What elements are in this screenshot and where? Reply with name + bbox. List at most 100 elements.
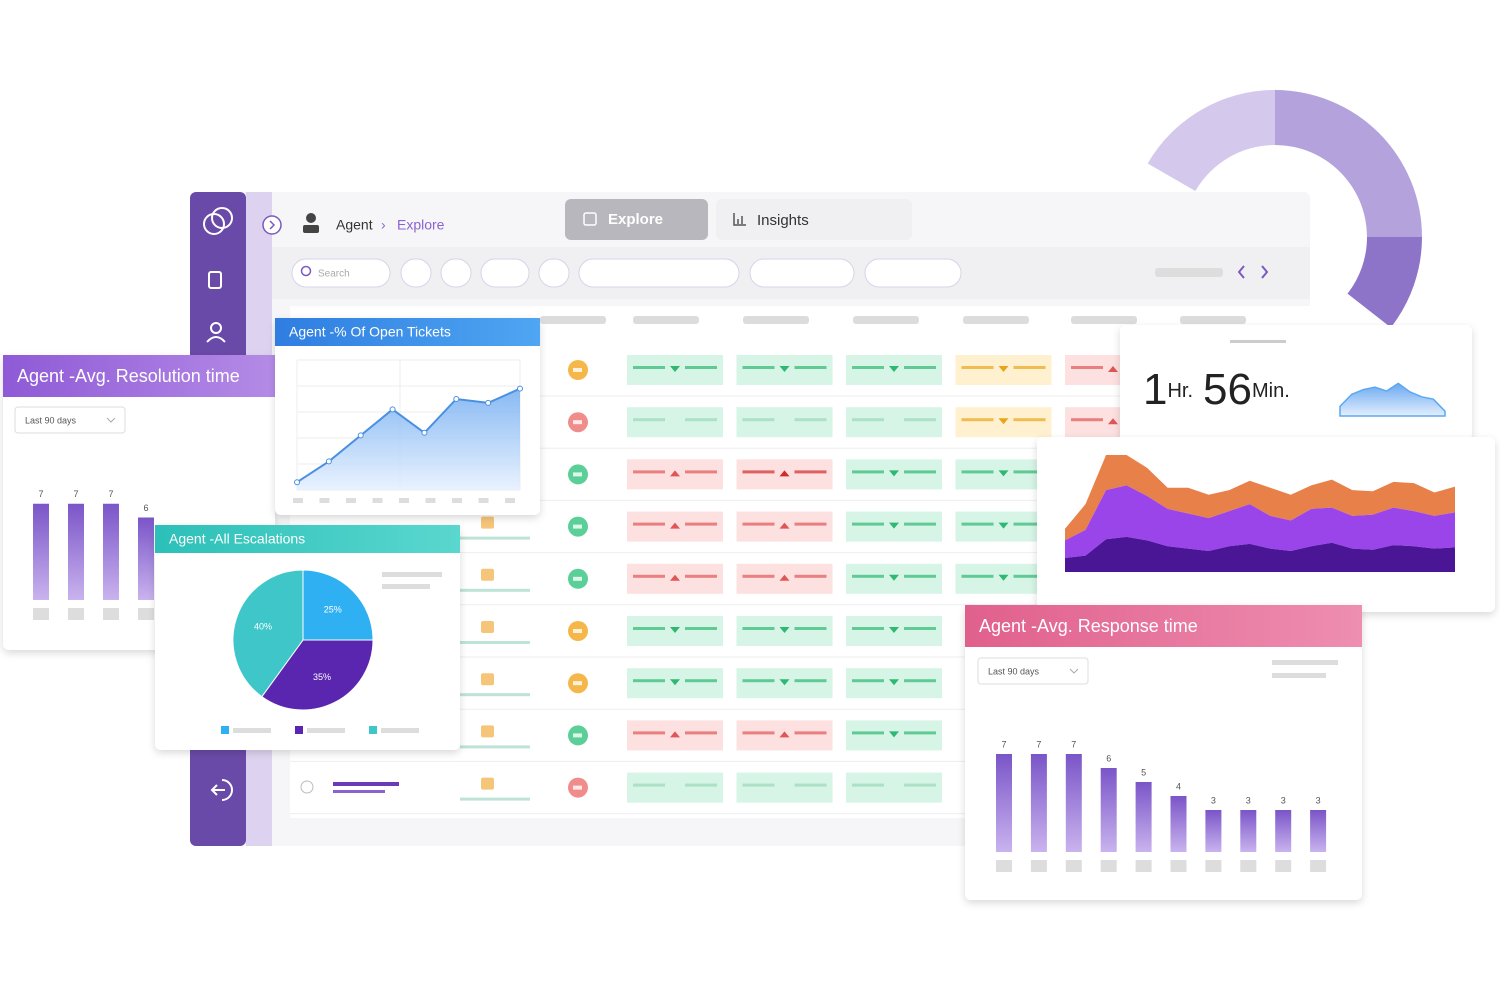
category-placeholder [1100,860,1117,872]
search-placeholder[interactable]: Search [318,269,350,280]
cell-line [633,731,665,735]
cell-line [794,574,827,578]
breadcrumb[interactable]: Explore [397,217,445,233]
expand-button[interactable] [262,215,282,235]
bar [996,754,1012,852]
toolbar-button[interactable] [440,258,472,288]
bar-value-label: 6 [143,503,148,513]
headline-part: Hr. [1167,380,1193,402]
cell-arrow [889,522,899,529]
category-placeholder [478,498,489,503]
toolbar-button[interactable] [749,258,855,288]
card-title: Agent -% Of Open Tickets [289,324,451,340]
tab-icon [583,212,597,226]
category-placeholder [293,498,303,503]
category-placeholder [1275,860,1292,872]
row-checkbox[interactable] [300,780,314,794]
category-placeholder [33,608,49,620]
column-header [853,316,919,324]
sparkline [1339,382,1446,417]
dropdown[interactable] [977,657,1089,685]
category-placeholder [452,498,462,503]
legend-placeholder [233,728,271,733]
category-placeholder [1310,860,1327,872]
pie-value-label: 40% [254,621,272,631]
legend-swatch [295,726,303,734]
cell-arrow [670,470,680,477]
tab[interactable] [716,199,912,240]
tab-label[interactable]: Explore [608,211,663,228]
icon[interactable] [208,271,222,289]
bar-value-label: 6 [1106,753,1111,763]
pager-arrows[interactable] [1237,265,1269,279]
background-donut [1147,89,1422,328]
cell-arrow [779,731,790,738]
toolbar-button[interactable] [480,258,530,288]
point [517,385,523,392]
cell-arrow [670,574,680,581]
bar [1135,782,1152,852]
cell-line [460,797,530,801]
cell [736,772,833,803]
column-header [1180,316,1246,324]
cell-arrow [998,470,1009,477]
pie-slice [261,639,374,711]
bar [33,503,49,600]
point [389,406,396,413]
cell-marker [481,621,494,633]
cell-line [794,522,827,526]
category-placeholder [372,498,383,503]
toolbar-button[interactable] [578,258,740,288]
cell [627,407,723,438]
bar-value-label: 7 [1071,739,1076,749]
agent-icon [303,213,319,233]
cell-line [460,693,530,697]
cell-line [633,627,665,630]
category-placeholder [1240,860,1257,872]
bar [1030,754,1047,852]
card-title: Agent -All Escalations [169,531,305,547]
toolbar-button[interactable] [538,258,570,288]
tab-active[interactable] [565,199,708,240]
bar-value-label: 4 [1176,781,1181,791]
tab-label[interactable]: Insights [757,212,809,229]
cell-line [852,679,884,683]
point [453,396,460,402]
cell-arrow [998,522,1009,529]
bar [1205,810,1222,852]
logout-icon[interactable] [210,779,233,801]
cell-line [460,536,530,540]
cell-line [685,731,717,735]
cell-arrow [998,418,1009,425]
dropdown-label[interactable]: Last 90 days [988,666,1040,676]
cards: Agent -Avg. Resolution time Last 90 days 7… [3,318,1495,900]
bar-value-label: 3 [1246,795,1251,805]
cell-arrow [889,366,899,372]
icon[interactable] [210,322,222,334]
cell-line [460,588,530,592]
cell-arrow [670,627,680,633]
cell-arrow [779,574,790,581]
breadcrumb[interactable]: Agent [336,217,373,233]
cell-line [1071,418,1103,422]
toolbar-button[interactable] [400,258,432,288]
cell-line [904,731,936,735]
pie-value-label: 25% [324,605,342,615]
pie-value-label: 35% [313,672,331,682]
cell-marker [481,777,494,790]
cell-line [685,470,717,474]
note-placeholder [1272,673,1326,678]
name-bar [333,790,385,793]
cell-line [742,783,775,787]
cell-arrow [998,366,1009,372]
cell-line [685,522,717,526]
dropdown[interactable] [14,406,126,434]
dropdown-caret [106,417,116,423]
cell-line [742,731,775,735]
card-header [155,525,460,553]
search-box[interactable] [291,258,391,288]
column-header [540,316,606,324]
dropdown-label[interactable]: Last 90 days [25,415,77,425]
toolbar-button[interactable] [864,258,962,288]
